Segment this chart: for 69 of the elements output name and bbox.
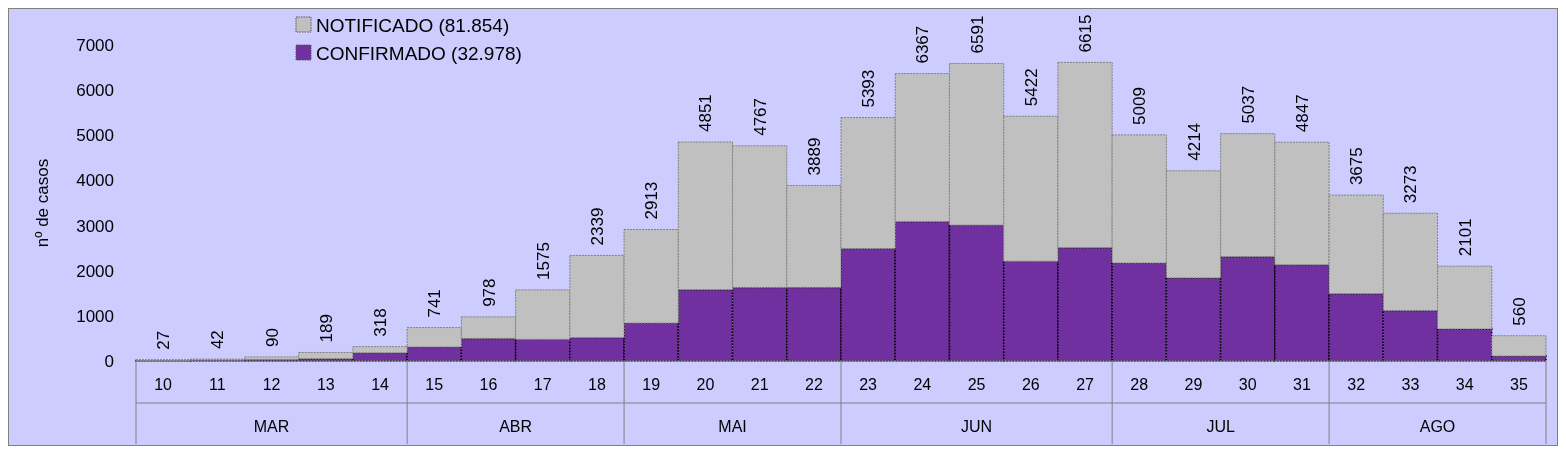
x-tick-label: 28 [1130, 375, 1149, 393]
x-tick-label: 17 [533, 375, 552, 393]
total-label: 42 [208, 330, 228, 350]
y-tick-label: 2000 [76, 261, 114, 281]
total-label: 2913 [642, 181, 662, 220]
text: ABR [499, 417, 533, 435]
x-tick-label: 33 [1401, 375, 1420, 393]
total-label: 2101 [1455, 218, 1475, 257]
total-label: 5422 [1021, 68, 1041, 107]
x-tick-label: 34 [1455, 375, 1474, 393]
total-label: 6367 [913, 25, 933, 64]
total-label: 4851 [696, 94, 716, 133]
x-tick-label: 32 [1347, 375, 1366, 393]
total-label: 90 [262, 328, 282, 347]
total-label: 3273 [1401, 165, 1421, 204]
y-tick-label: 0 [104, 351, 114, 371]
x-tick-label: 22 [804, 375, 823, 393]
total-label: 3889 [804, 137, 824, 176]
x-tick-label: 15 [425, 375, 444, 393]
x-tick-label: 24 [913, 375, 932, 393]
total-label: 6591 [967, 15, 987, 54]
total-label: 5037 [1238, 85, 1258, 124]
total-label: 6615 [1076, 14, 1096, 53]
text: JUL [1206, 417, 1235, 435]
x-tick-label: 12 [262, 375, 281, 393]
total-label: 978 [479, 278, 499, 307]
x-tick-label: 16 [479, 375, 498, 393]
x-tick-label: 25 [967, 375, 986, 393]
total-label: 4214 [1184, 122, 1204, 161]
total-label: 5393 [859, 69, 879, 108]
text: AGO [1419, 417, 1456, 435]
x-tick-label: 27 [1076, 375, 1095, 393]
x-tick-label: 14 [371, 375, 390, 393]
total-label: 27 [154, 330, 174, 350]
total-label: 1575 [533, 242, 553, 280]
x-tick-label: 11 [209, 375, 226, 393]
legend-label: NOTIFICADO (81.854) [316, 14, 510, 36]
y-tick-label: 7000 [76, 35, 114, 55]
total-label: 741 [425, 289, 445, 318]
y-tick-label: 4000 [76, 171, 114, 191]
text: MAR [253, 417, 290, 435]
y-tick-label: 6000 [76, 81, 114, 101]
total-label: 189 [316, 314, 336, 343]
total-label: 4767 [750, 97, 770, 136]
x-tick-label: 18 [588, 375, 606, 393]
x-tick-label: 23 [859, 375, 878, 393]
y-tick-label: 5000 [76, 126, 114, 146]
y-tick-label: 1000 [76, 306, 114, 326]
total-label: 2339 [587, 207, 607, 246]
y-axis-title: nº de casos [33, 158, 52, 248]
text: MAI [718, 417, 747, 435]
x-tick-label: 30 [1238, 375, 1257, 393]
legend-label: CONFIRMADO (32.978) [316, 42, 522, 64]
x-tick-label: 21 [750, 375, 769, 393]
x-tick-label: 29 [1184, 375, 1203, 393]
x-tick-label: 10 [154, 375, 173, 393]
total-label: 318 [371, 308, 391, 337]
y-tick-label: 3000 [76, 216, 114, 236]
total-label: 3675 [1347, 147, 1367, 186]
x-tick-label: 20 [696, 375, 715, 393]
total-label: 5009 [1130, 87, 1150, 125]
x-tick-label: 35 [1509, 375, 1528, 393]
x-tick-label: 26 [1021, 375, 1040, 393]
x-tick-label: 13 [316, 375, 335, 393]
total-label: 560 [1509, 297, 1529, 326]
total-label: 4847 [1292, 94, 1312, 133]
text: JUN [961, 417, 993, 435]
x-tick-label: 31 [1293, 375, 1311, 393]
x-tick-label: 19 [642, 375, 661, 393]
